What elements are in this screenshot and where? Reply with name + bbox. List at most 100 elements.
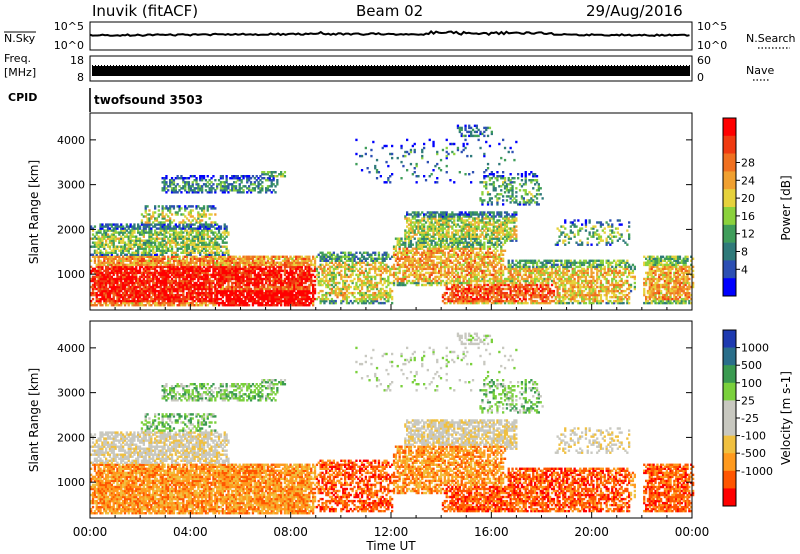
power-cell (159, 229, 162, 232)
power-cell (248, 297, 251, 301)
power-cell (163, 285, 166, 289)
power-cell (189, 175, 192, 178)
power-cell (182, 267, 185, 271)
power-cell (182, 265, 185, 269)
power-cell (127, 285, 130, 289)
power-cell (144, 253, 147, 257)
power-cell (133, 259, 136, 263)
power-cell (95, 231, 98, 234)
power-cell (169, 297, 172, 301)
power-cell (225, 287, 228, 291)
power-cell (221, 263, 224, 267)
power-cell (148, 223, 151, 226)
power-cell (221, 245, 224, 248)
power-cell (227, 255, 230, 259)
power-cell (249, 297, 253, 301)
power-cell (97, 243, 100, 246)
power-cell (103, 225, 106, 228)
power-cell (120, 277, 123, 281)
power-cell (242, 275, 245, 279)
power-cell (146, 213, 149, 216)
power-cell (202, 291, 206, 295)
power-cell (182, 257, 185, 261)
power-cell (108, 293, 112, 297)
power-cell (144, 289, 147, 293)
power-cell (214, 235, 217, 238)
power-cell (138, 247, 142, 250)
power-cell (159, 281, 162, 285)
power-cell (127, 259, 130, 263)
power-cell (217, 297, 221, 301)
power-cell (106, 263, 110, 267)
power-cell (229, 269, 232, 273)
power-cell (148, 269, 151, 273)
power-cell (172, 301, 176, 305)
power-cell (195, 187, 198, 190)
power-cell (103, 287, 106, 291)
power-cell (208, 263, 211, 267)
power-cell (120, 275, 123, 279)
power-cell (185, 283, 189, 287)
power-cell (161, 261, 164, 265)
power-cell (146, 267, 149, 271)
power-cell (180, 245, 183, 248)
power-cell (185, 191, 189, 194)
power-cell (129, 259, 132, 263)
power-cell (150, 263, 153, 267)
power-cell (240, 273, 243, 277)
power-cell (185, 237, 189, 240)
power-cell (123, 297, 127, 301)
power-cell (229, 304, 232, 307)
power-cell (233, 185, 236, 188)
power-cell (123, 241, 127, 244)
power-cell (216, 185, 219, 188)
power-cell (229, 267, 232, 271)
power-cell (170, 237, 174, 240)
power-cell (225, 245, 228, 248)
power-cell (131, 233, 134, 236)
power-cell (242, 279, 245, 283)
power-cell (178, 237, 181, 240)
power-cell (93, 249, 97, 253)
power-cell (125, 279, 128, 283)
power-cell (238, 183, 241, 186)
power-cell (152, 251, 155, 255)
power-cell (227, 185, 230, 188)
power-cell (184, 183, 187, 186)
power-cell (146, 239, 149, 242)
power-cell (178, 301, 181, 305)
power-cell (170, 295, 174, 299)
power-cell (178, 247, 181, 250)
power-cell (129, 285, 132, 289)
power-cell (106, 279, 110, 283)
power-cell (221, 283, 224, 287)
power-cell (129, 275, 132, 279)
power-cell (238, 283, 241, 287)
power-cell (248, 177, 251, 180)
power-cell (95, 295, 98, 299)
power-cell (95, 237, 98, 240)
power-cell (249, 181, 253, 184)
power-cell (161, 211, 164, 214)
power-cell (212, 265, 215, 269)
power-cell (234, 269, 238, 273)
power-cell (170, 301, 174, 305)
power-cell (133, 267, 136, 271)
power-cell (234, 273, 238, 277)
power-cell (105, 241, 108, 244)
power-cell (223, 275, 226, 279)
power-cell (214, 265, 217, 269)
power-cell (155, 227, 159, 230)
power-cell (169, 245, 172, 248)
power-cell (242, 185, 245, 188)
power-cell (204, 267, 208, 271)
power-cell (201, 215, 204, 218)
power-cell (138, 281, 142, 285)
power-cell (231, 275, 234, 279)
power-cell (95, 255, 98, 259)
power-cell (114, 279, 117, 283)
power-cell (199, 277, 202, 281)
power-cell (154, 233, 157, 236)
power-cell (238, 269, 241, 273)
power-cell (165, 291, 168, 295)
